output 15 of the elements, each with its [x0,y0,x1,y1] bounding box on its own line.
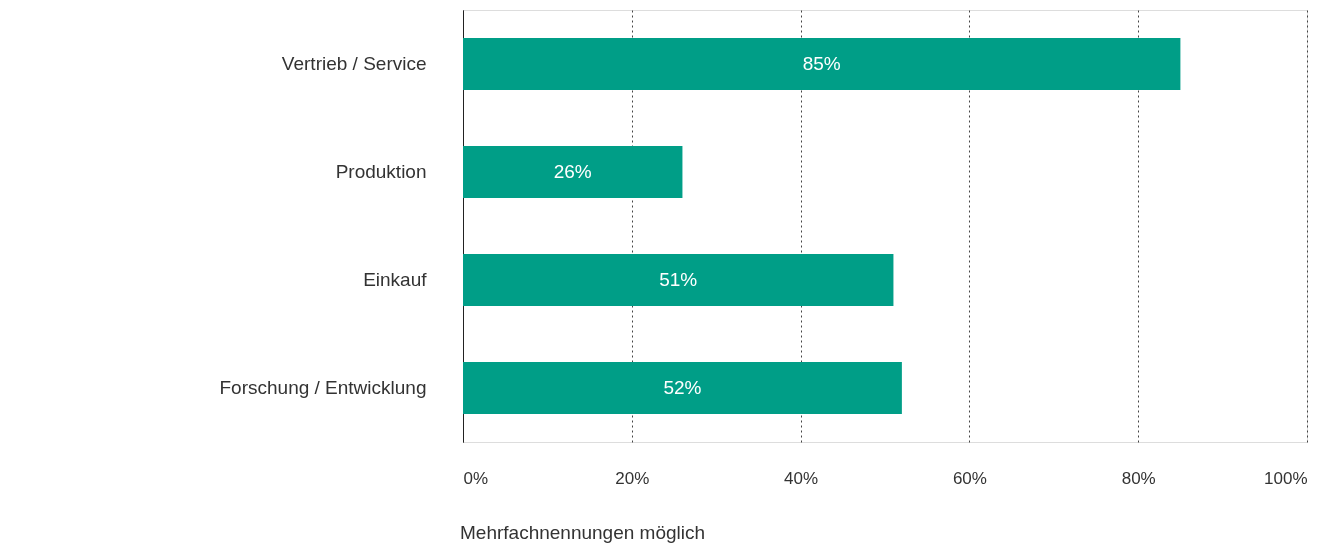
text: Mehrfachnennungen möglich [460,522,706,543]
y-tick-label: Vertrieb / Service [281,53,427,74]
x-tick-label: 100% [1264,468,1308,488]
data-label: 51% [659,269,698,290]
x-tick-label: 0% [463,468,489,488]
x-tick-label: 80% [1121,468,1156,488]
x-tick-label: 20% [615,468,650,488]
x-tick-label: 40% [784,468,819,488]
y-tick-label: Forschung / Entwicklung [219,377,427,398]
x-tick-label: 60% [952,468,987,488]
y-tick-label: Produktion [335,161,427,182]
y-tick-label: Einkauf [363,269,428,290]
data-label: 26% [553,161,592,182]
data-label: 52% [663,377,702,398]
data-label: 85% [802,53,841,74]
